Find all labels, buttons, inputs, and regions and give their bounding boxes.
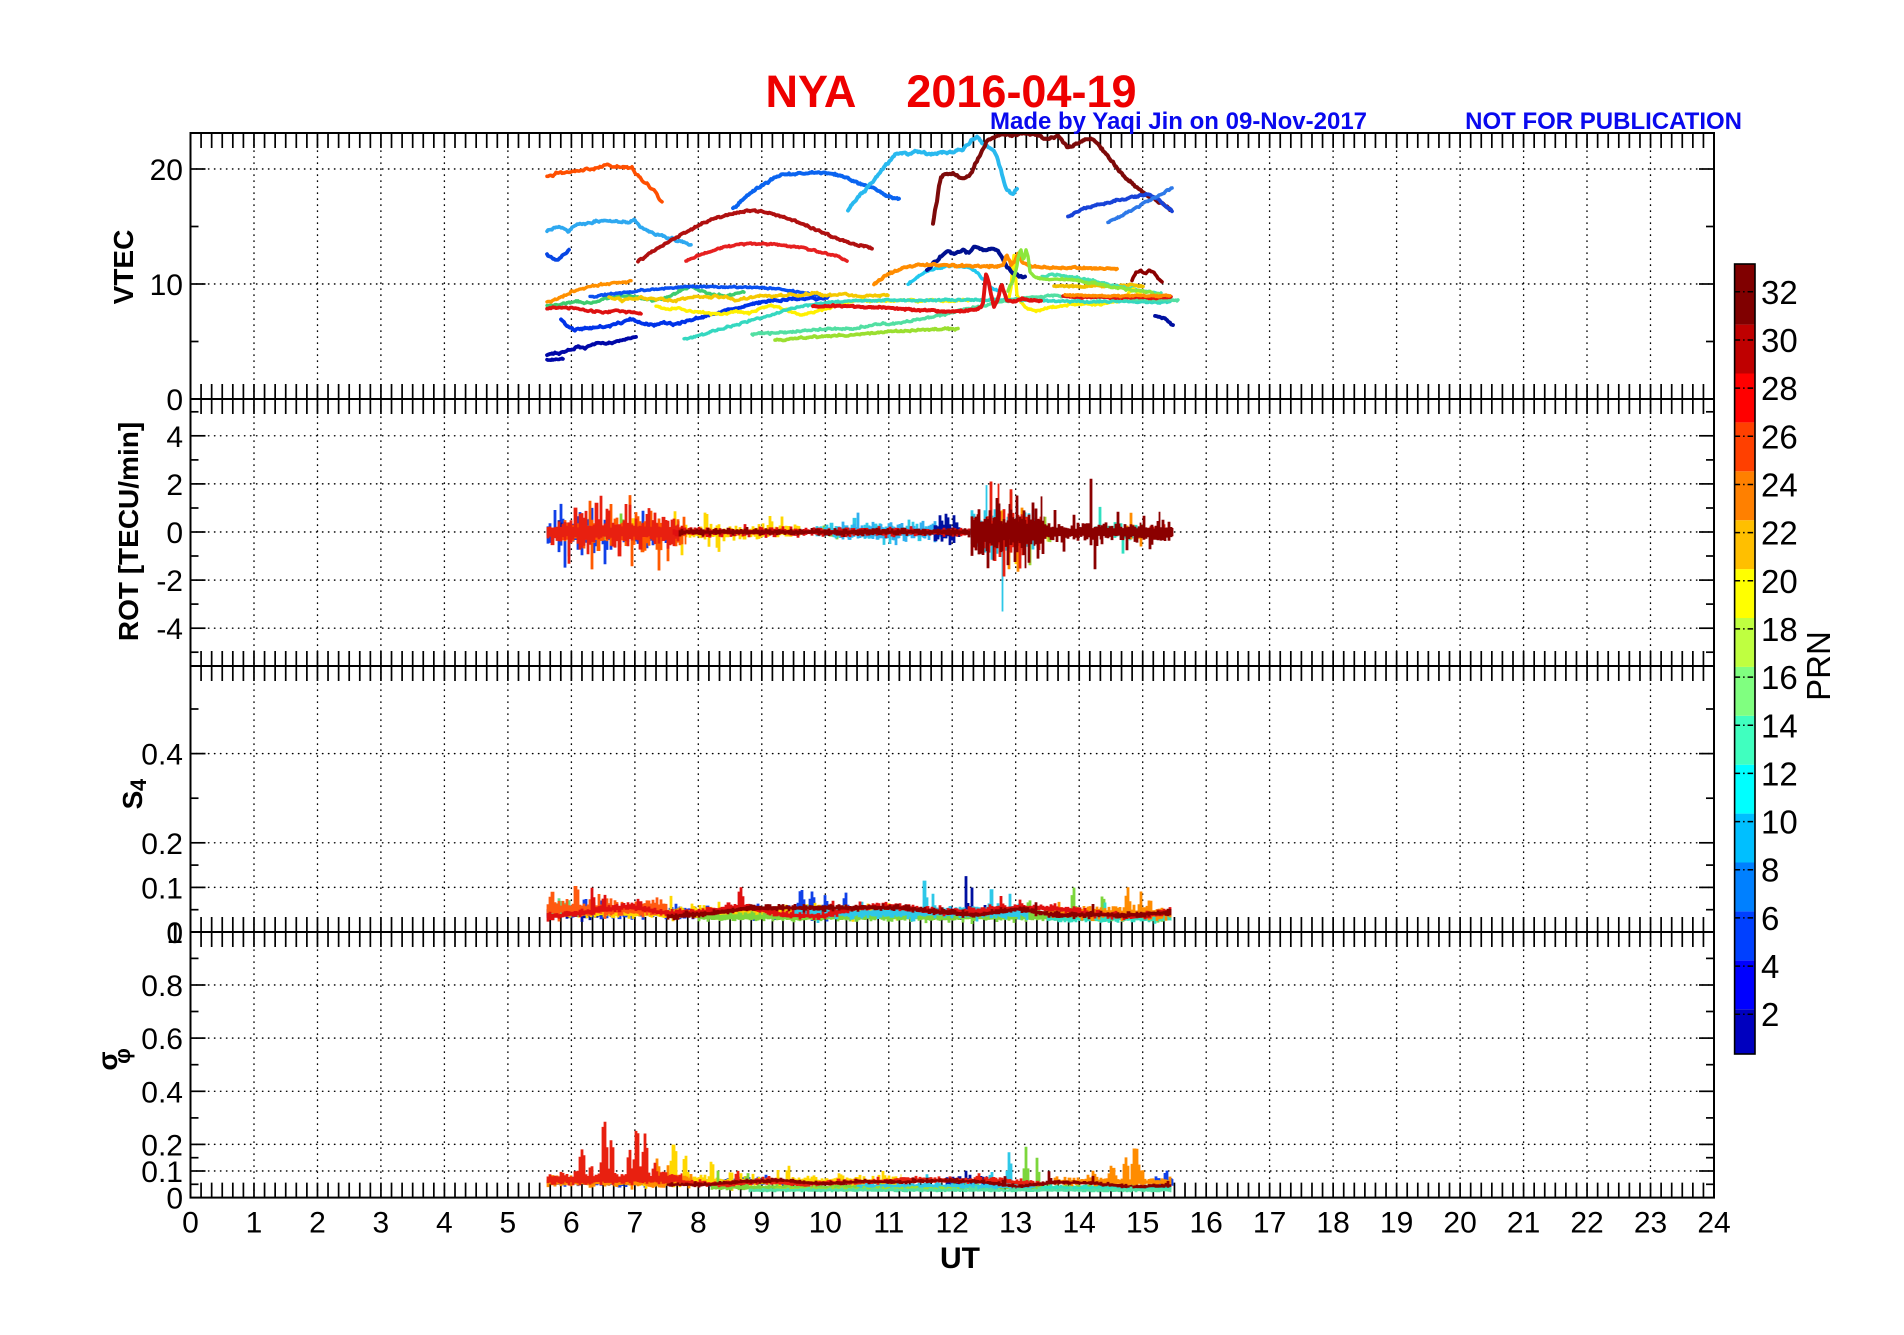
svg-text:13: 13 xyxy=(999,1207,1032,1240)
svg-text:2: 2 xyxy=(1761,996,1779,1033)
svg-text:14: 14 xyxy=(1063,1207,1096,1240)
svg-text:0: 0 xyxy=(166,917,183,950)
svg-text:6: 6 xyxy=(1761,900,1779,937)
svg-text:8: 8 xyxy=(1761,852,1779,889)
svg-text:2: 2 xyxy=(309,1207,326,1240)
svg-text:φ: φ xyxy=(110,1048,135,1064)
svg-text:4: 4 xyxy=(1761,948,1779,985)
svg-text:0.4: 0.4 xyxy=(141,1076,183,1109)
svg-text:22: 22 xyxy=(1570,1207,1603,1240)
svg-text:24: 24 xyxy=(1761,467,1798,504)
svg-text:0.1: 0.1 xyxy=(141,872,183,905)
svg-text:3: 3 xyxy=(373,1207,390,1240)
svg-text:18: 18 xyxy=(1316,1207,1349,1240)
svg-text:VTEC: VTEC xyxy=(108,230,139,305)
svg-text:4: 4 xyxy=(126,778,151,791)
svg-text:S: S xyxy=(117,791,148,810)
svg-text:1: 1 xyxy=(246,1207,263,1240)
svg-text:-4: -4 xyxy=(156,613,183,646)
svg-text:14: 14 xyxy=(1761,707,1798,744)
svg-text:26: 26 xyxy=(1761,418,1798,455)
svg-text:20: 20 xyxy=(150,154,183,187)
svg-text:0: 0 xyxy=(166,1183,183,1216)
svg-text:21: 21 xyxy=(1507,1207,1540,1240)
svg-text:1: 1 xyxy=(166,917,183,950)
svg-text:12: 12 xyxy=(1761,755,1798,792)
svg-text:PRN: PRN xyxy=(1800,631,1837,701)
svg-text:ROT [TECU/min]: ROT [TECU/min] xyxy=(113,422,144,641)
svg-text:10: 10 xyxy=(809,1207,842,1240)
svg-text:9: 9 xyxy=(753,1207,770,1240)
svg-text:0.2: 0.2 xyxy=(141,828,183,861)
svg-text:32: 32 xyxy=(1761,274,1798,311)
svg-text:24: 24 xyxy=(1697,1207,1730,1240)
svg-text:15: 15 xyxy=(1126,1207,1159,1240)
svg-text:0.8: 0.8 xyxy=(141,970,183,1003)
svg-text:0.6: 0.6 xyxy=(141,1023,183,1056)
svg-text:UT: UT xyxy=(940,1242,980,1275)
svg-text:0: 0 xyxy=(166,384,183,417)
svg-text:2: 2 xyxy=(166,469,183,502)
svg-text:11: 11 xyxy=(873,1207,904,1240)
svg-text:23: 23 xyxy=(1634,1207,1667,1240)
svg-text:10: 10 xyxy=(1761,804,1798,841)
svg-text:NOT FOR PUBLICATION: NOT FOR PUBLICATION xyxy=(1465,108,1742,135)
svg-text:17: 17 xyxy=(1253,1207,1286,1240)
svg-text:8: 8 xyxy=(690,1207,707,1240)
svg-text:0: 0 xyxy=(182,1207,199,1240)
svg-text:10: 10 xyxy=(150,269,183,302)
svg-text:16: 16 xyxy=(1761,659,1798,696)
svg-text:0: 0 xyxy=(166,517,183,550)
svg-text:28: 28 xyxy=(1761,370,1798,407)
svg-text:0.1: 0.1 xyxy=(141,1156,183,1189)
svg-text:σ: σ xyxy=(92,1051,123,1070)
svg-text:Made by Yaqi Jin on 09-Nov-201: Made by Yaqi Jin on 09-Nov-2017 xyxy=(990,108,1367,135)
svg-text:NYA 2016-04-19: NYA 2016-04-19 xyxy=(765,66,1136,117)
svg-text:12: 12 xyxy=(936,1207,969,1240)
svg-text:16: 16 xyxy=(1190,1207,1223,1240)
svg-text:20: 20 xyxy=(1443,1207,1476,1240)
svg-text:7: 7 xyxy=(627,1207,644,1240)
svg-text:22: 22 xyxy=(1761,515,1798,552)
svg-text:4: 4 xyxy=(436,1207,453,1240)
svg-text:5: 5 xyxy=(500,1207,517,1240)
svg-text:19: 19 xyxy=(1380,1207,1413,1240)
svg-text:0.4: 0.4 xyxy=(141,739,183,772)
svg-text:0.2: 0.2 xyxy=(141,1129,183,1162)
svg-text:4: 4 xyxy=(166,421,183,454)
svg-text:-2: -2 xyxy=(156,565,183,598)
svg-text:6: 6 xyxy=(563,1207,580,1240)
svg-text:30: 30 xyxy=(1761,322,1798,359)
svg-text:18: 18 xyxy=(1761,611,1798,648)
svg-text:20: 20 xyxy=(1761,563,1798,600)
